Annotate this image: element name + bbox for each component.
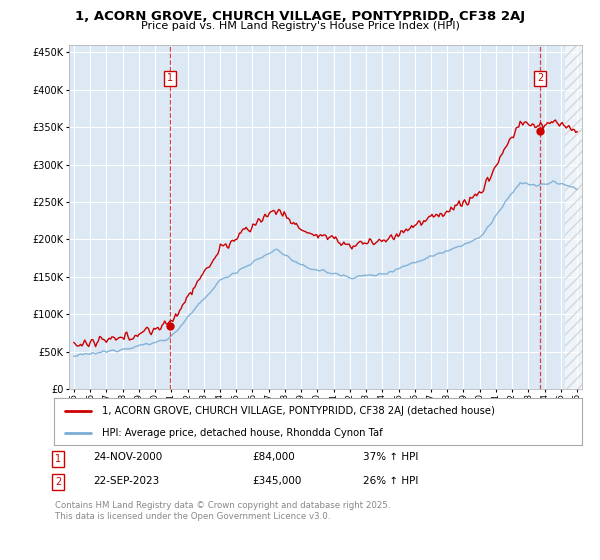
Text: 24-NOV-2000: 24-NOV-2000 <box>93 452 162 463</box>
Text: Price paid vs. HM Land Registry's House Price Index (HPI): Price paid vs. HM Land Registry's House … <box>140 21 460 31</box>
Bar <box>565 45 582 389</box>
Text: 37% ↑ HPI: 37% ↑ HPI <box>363 452 418 463</box>
Text: HPI: Average price, detached house, Rhondda Cynon Taf: HPI: Average price, detached house, Rhon… <box>101 428 382 438</box>
Text: £84,000: £84,000 <box>252 452 295 463</box>
Text: 2: 2 <box>537 73 543 83</box>
Text: £345,000: £345,000 <box>252 476 301 486</box>
Text: 1: 1 <box>55 454 61 464</box>
Text: 1, ACORN GROVE, CHURCH VILLAGE, PONTYPRIDD, CF38 2AJ: 1, ACORN GROVE, CHURCH VILLAGE, PONTYPRI… <box>75 10 525 23</box>
Text: Contains HM Land Registry data © Crown copyright and database right 2025.
This d: Contains HM Land Registry data © Crown c… <box>55 501 391 521</box>
Text: 1, ACORN GROVE, CHURCH VILLAGE, PONTYPRIDD, CF38 2AJ (detached house): 1, ACORN GROVE, CHURCH VILLAGE, PONTYPRI… <box>101 406 494 416</box>
Text: 22-SEP-2023: 22-SEP-2023 <box>93 476 159 486</box>
Text: 2: 2 <box>55 477 61 487</box>
Text: 26% ↑ HPI: 26% ↑ HPI <box>363 476 418 486</box>
Text: 1: 1 <box>167 73 173 83</box>
